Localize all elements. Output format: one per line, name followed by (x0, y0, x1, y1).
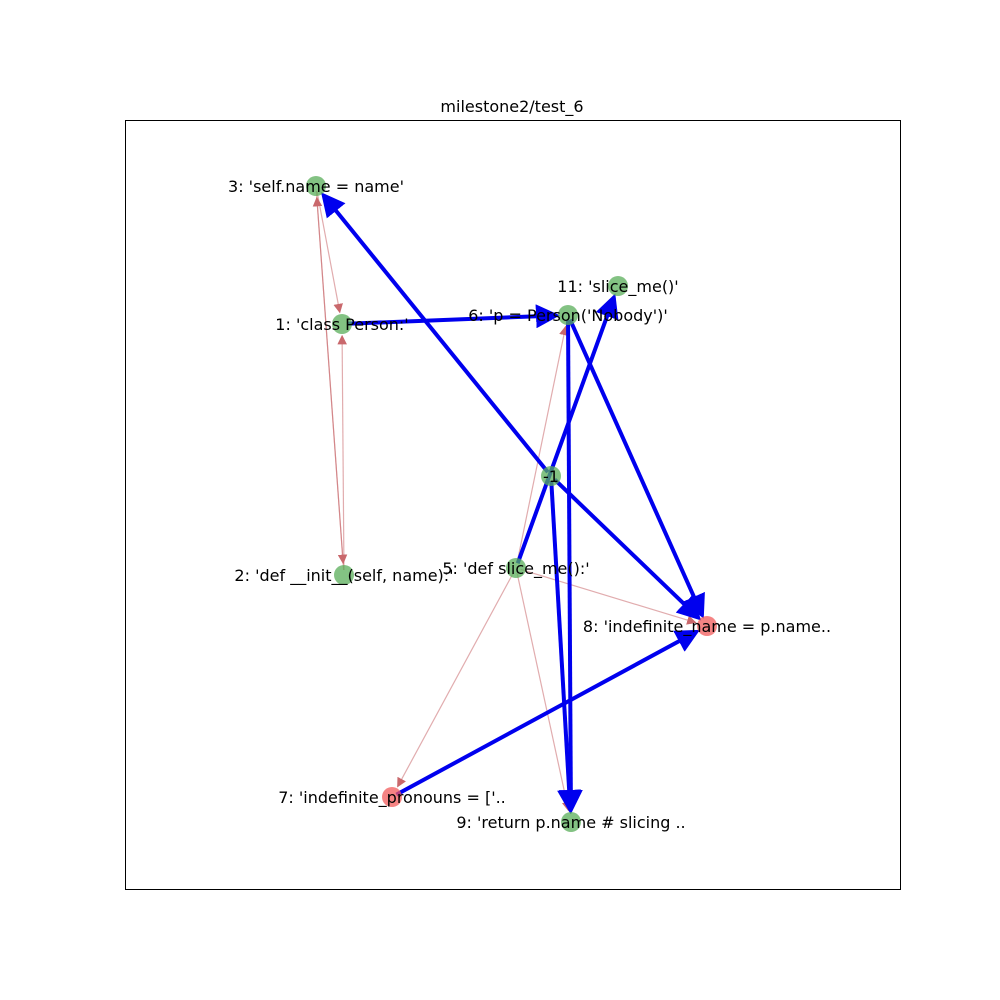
node-n2 (334, 565, 354, 585)
node-label-n8: 8: 'indefinite_name = p.name.. (583, 617, 831, 637)
figure-title: milestone2/test_6 (440, 97, 583, 117)
edge-nm1-n8 (553, 478, 702, 621)
node-n3 (306, 176, 326, 196)
node-n9 (561, 812, 581, 832)
node-n6 (558, 305, 578, 325)
edge-n6-n9 (558, 319, 583, 815)
edge-n7-n8 (395, 629, 700, 797)
node-n1 (332, 314, 352, 334)
node-n7 (382, 787, 402, 807)
edge-n6-n8 (568, 318, 705, 619)
edge-nm1-n3 (321, 192, 550, 474)
node-label-n11: 11: 'slice_me()' (557, 277, 678, 297)
node-label-n3: 3: 'self.name = name' (228, 177, 404, 196)
node-label-n2: 2: 'def __init__(self, name):' (234, 566, 453, 586)
nodes-layer (306, 176, 717, 832)
edge-nm1-n9 (549, 480, 582, 815)
edge-n5-n8 (520, 568, 697, 625)
node-label-n9: 9: 'return p.name # slicing .. (456, 813, 685, 832)
edge-n5-n11 (515, 293, 619, 564)
node-label-n1: 1: 'class Person:' (275, 315, 408, 334)
node-n5 (506, 558, 526, 578)
labels-layer: 3: 'self.name = name' 11: 'slice_me()' 6: … (228, 177, 831, 832)
edge-n5-n7 (397, 572, 515, 788)
node-n8 (697, 616, 717, 636)
edge-n2-n3 (312, 196, 345, 571)
node-n11 (608, 276, 628, 296)
edge-n5-n6 (516, 325, 569, 564)
node-nm1 (541, 466, 561, 486)
edge-n3-n1 (316, 190, 343, 314)
node-label-nm1: -1 (543, 467, 559, 486)
node-label-n5: 5: 'def slice_me():' (442, 559, 589, 579)
node-label-n7: 7: 'indefinite_pronouns = ['.. (278, 788, 506, 808)
edge-n5-n9 (516, 572, 572, 812)
node-label-n6: 6: 'p = Person('Nobody')' (468, 306, 668, 325)
edges-layer (312, 190, 705, 815)
plot-frame (125, 120, 901, 890)
edge-n2-n1 (337, 334, 347, 571)
edge-n1-n6 (346, 304, 561, 329)
